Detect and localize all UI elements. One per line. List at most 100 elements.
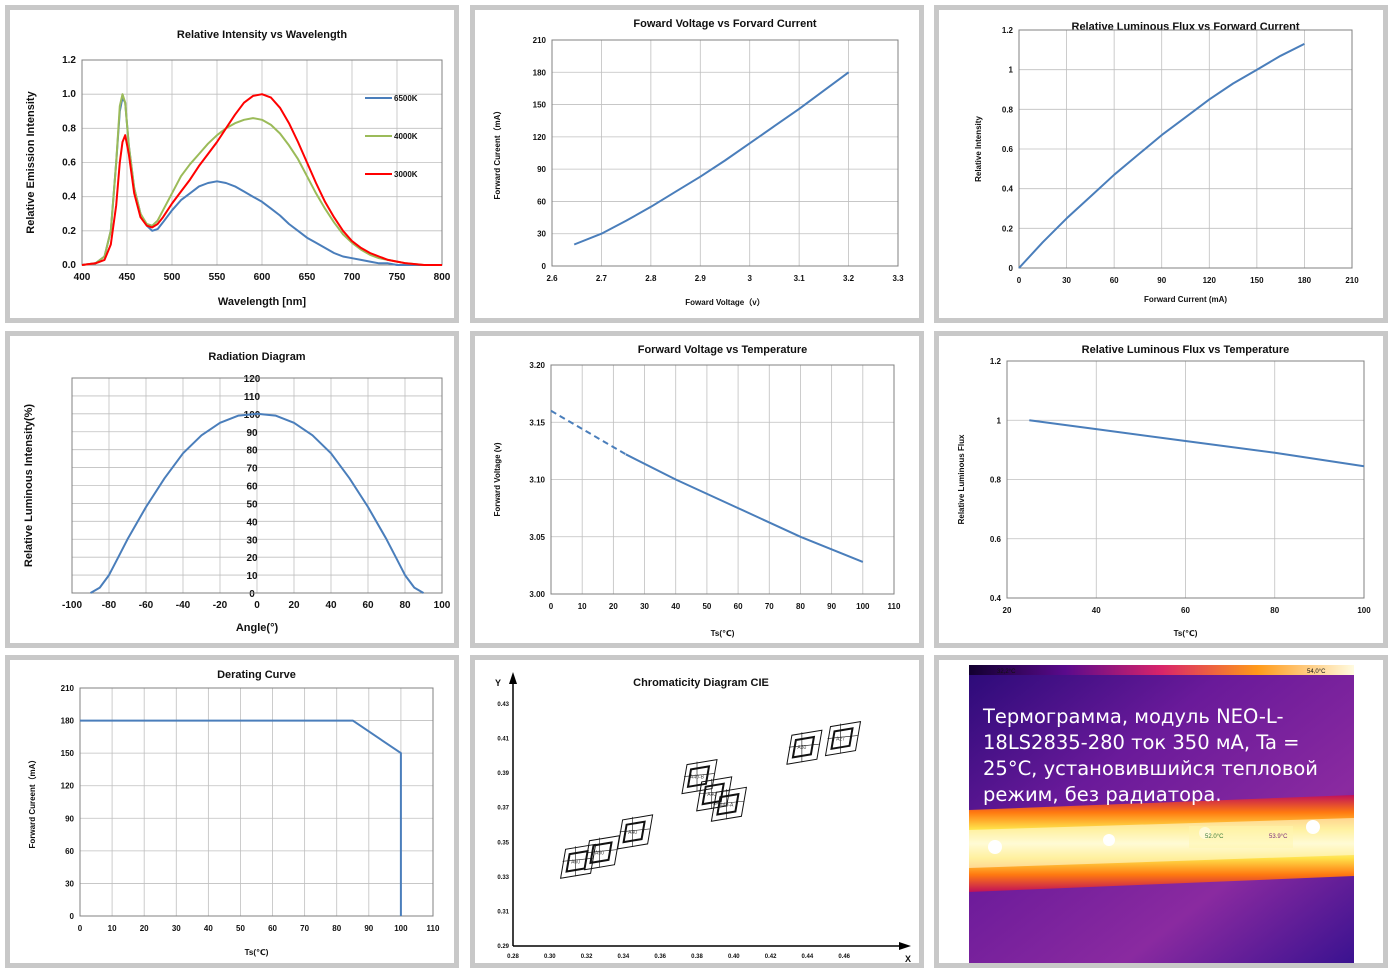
y-tick-label: 0.0 — [62, 260, 76, 271]
x-tick-label: 30 — [172, 924, 181, 933]
y-axis-arrow — [509, 672, 517, 684]
cie-bin-inner — [622, 820, 646, 844]
cie-bin-divider — [586, 849, 617, 853]
thermogram-image: 32,2°C 54,0°C 52.0°C 53.9°C — [969, 665, 1354, 963]
thermogram-hotspot — [1306, 820, 1320, 834]
x-tick-label: 0.46 — [838, 954, 850, 960]
x-axis-label: Ts(℃) — [245, 948, 269, 957]
y-tick-label: 1.2 — [990, 357, 1002, 366]
y-axis-label: Y — [495, 678, 501, 688]
plot-area-frame — [551, 39, 899, 267]
panel-flux-current: Relative Luminous Flux vs Forward Curren… — [934, 5, 1388, 323]
y-tick-label: 0.41 — [497, 737, 509, 743]
panel-derating: Derating Curve 0 10 20 30 40 50 60 70 80 90 100 110 0… — [5, 655, 459, 968]
series-line-1 — [625, 453, 864, 563]
x-axis-label: Angle(°) — [236, 622, 279, 634]
y-axis-label: Relative Luminous Intensity(%) — [23, 404, 35, 568]
x-tick-label: 0.38 — [691, 954, 703, 960]
chart-derating: Derating Curve 0 10 20 30 40 50 60 70 80 90 100 110 0… — [27, 669, 440, 957]
x-tick-label: 20 — [288, 600, 300, 611]
y-tick-label: 90 — [246, 428, 258, 439]
cie-bin-outer — [696, 776, 733, 812]
x-tick-label: 40 — [204, 924, 213, 933]
cie-bin-label: A40 — [628, 830, 637, 836]
panel-thermogram: 32,2°C 54,0°C 52.0°C 53.9°C Термограмма,… — [934, 655, 1388, 968]
cie-bin-label: A40-A — [719, 802, 734, 808]
x-tick-label: 90 — [1157, 276, 1166, 285]
y-axis-label: Relative Intensity — [974, 116, 983, 182]
y-tick-label: 1.2 — [62, 55, 76, 66]
y-tick-label: 0 — [1009, 264, 1014, 273]
x-tick-label: 2.7 — [596, 274, 608, 283]
x-tick-label: 30 — [1062, 276, 1071, 285]
panel-voltage-temperature: Forward Voltage vs Temperature 0 10 20 30 40 5… — [470, 331, 924, 648]
y-tick-label: 50 — [246, 499, 258, 510]
x-tick-label: 80 — [796, 602, 805, 611]
y-tick-label: 0.4 — [62, 192, 76, 203]
cie-bin-inner — [791, 735, 816, 759]
y-axis-label: Forward Cureent（mA） — [27, 756, 37, 849]
y-tick-label: 3.20 — [529, 361, 545, 370]
x-tick-label: 0.32 — [581, 954, 593, 960]
legend-label: 6500K — [394, 94, 418, 103]
x-tick-label: 10 — [108, 924, 117, 933]
x-tick-label: 800 — [434, 272, 451, 283]
x-axis-label: Forward Current (mA) — [1144, 295, 1227, 304]
cie-bin-outer — [786, 729, 823, 765]
plot-area-frame — [81, 59, 443, 266]
y-tick-label: 0.37 — [497, 806, 509, 812]
x-tick-label: 0.28 — [507, 954, 519, 960]
cie-bin-outer — [710, 786, 748, 822]
thermogram-spot1: 52.0°C — [1205, 834, 1224, 840]
x-tick-label: -20 — [213, 600, 228, 611]
panel-flux-temperature: Relative Luminous Flux vs Temperature 20 4… — [934, 331, 1388, 648]
series-line-0 — [1029, 419, 1365, 468]
y-tick-label: 0.29 — [497, 944, 509, 950]
y-tick-label: 3.10 — [529, 476, 545, 485]
x-tick-label: 0.30 — [544, 954, 556, 960]
y-tick-label: 120 — [61, 782, 75, 791]
chart-flux-current: Relative Luminous Flux vs Forward Curren… — [974, 21, 1359, 304]
y-axis-label: Relative Emission Intensity — [25, 90, 37, 233]
x-axis-label: Foward Voltage（v） — [685, 297, 764, 307]
x-tick-label: 20 — [1003, 606, 1012, 615]
plot-area-frame — [1018, 29, 1353, 269]
x-tick-label: 550 — [209, 272, 226, 283]
thermogram-caption: Термограмма, модуль NEO-L-18LS2835-280 т… — [983, 705, 1318, 806]
x-tick-label: 700 — [344, 272, 361, 283]
y-tick-label: 0.35 — [497, 840, 509, 846]
series-line-0 — [80, 719, 402, 916]
y-tick-label: 0.33 — [497, 875, 509, 881]
x-tick-label: 20 — [609, 602, 618, 611]
cie-bin-divider — [713, 800, 744, 805]
x-tick-label: 750 — [389, 272, 406, 283]
y-tick-label: 0.39 — [497, 771, 509, 777]
y-tick-label: 0.43 — [497, 702, 509, 708]
y-tick-label: 60 — [537, 197, 546, 206]
y-tick-label: 120 — [244, 374, 261, 385]
y-tick-label: 120 — [533, 133, 547, 142]
x-tick-label: 70 — [765, 602, 774, 611]
thermogram-hotspot — [988, 840, 1002, 854]
x-axis-arrow — [899, 942, 911, 950]
y-tick-label: 3.05 — [529, 533, 545, 542]
x-tick-label: -100 — [62, 600, 82, 611]
y-tick-label: 90 — [537, 165, 546, 174]
x-tick-label: 20 — [140, 924, 149, 933]
cie-bin-label: A27 — [836, 737, 845, 743]
x-tick-label: 0 — [78, 924, 83, 933]
x-tick-label: 50 — [236, 924, 245, 933]
y-tick-label: 180 — [533, 68, 547, 77]
y-tick-label: 20 — [246, 553, 258, 564]
cie-bin-label: A60 — [571, 859, 580, 865]
y-tick-label: 3.15 — [529, 418, 545, 427]
cie-bin-outer — [616, 814, 654, 850]
x-tick-label: 650 — [299, 272, 316, 283]
cie-bin-inner — [589, 841, 613, 865]
chart-cie: Chromaticity Diagram CIE X Y 0.28 0.30 0.32 0.… — [495, 672, 911, 963]
panel-intensity-wavelength: Relative Intensity vs Wavelength 400 450 50… — [5, 5, 459, 323]
x-tick-label: 180 — [1298, 276, 1312, 285]
y-tick-label: 0.8 — [62, 123, 76, 134]
y-tick-label: 0 — [70, 912, 75, 921]
cie-bin-label: A40-B — [690, 775, 705, 781]
